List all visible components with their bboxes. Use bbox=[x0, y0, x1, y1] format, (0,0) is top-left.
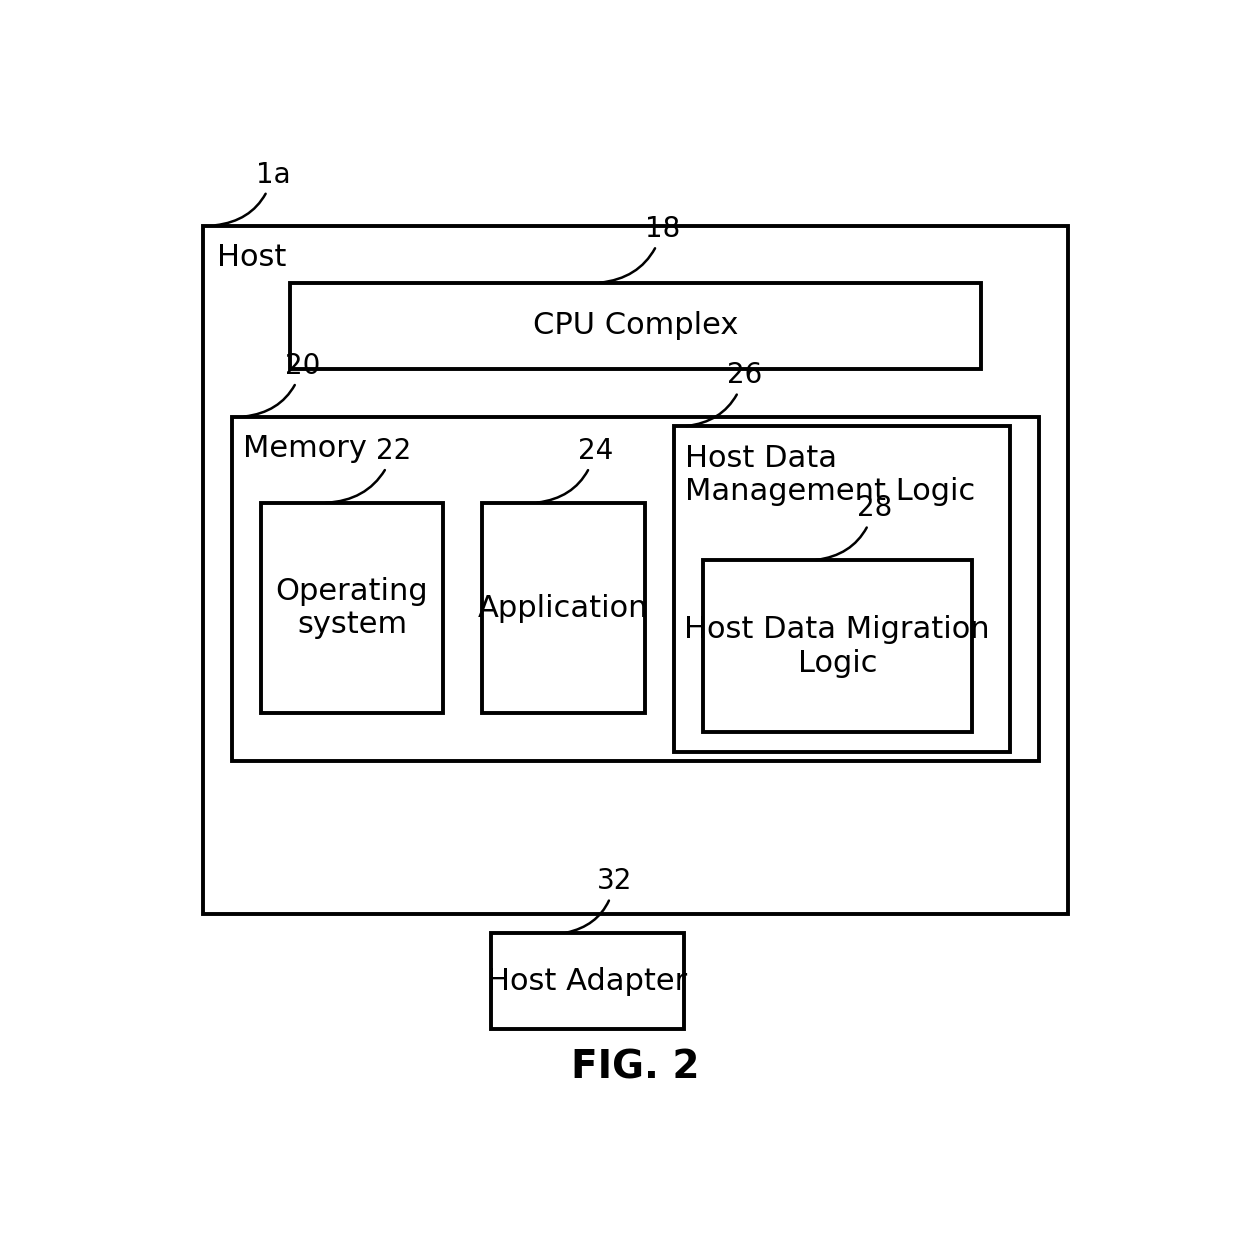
Text: 28: 28 bbox=[816, 494, 892, 560]
Text: 1a: 1a bbox=[216, 160, 290, 225]
Text: FIG. 2: FIG. 2 bbox=[572, 1048, 699, 1087]
FancyBboxPatch shape bbox=[491, 933, 683, 1028]
Text: 18: 18 bbox=[600, 215, 681, 283]
Text: 26: 26 bbox=[686, 361, 763, 426]
Text: 32: 32 bbox=[567, 867, 632, 933]
FancyBboxPatch shape bbox=[203, 226, 1068, 914]
FancyBboxPatch shape bbox=[481, 503, 645, 713]
FancyBboxPatch shape bbox=[703, 560, 972, 733]
Text: 22: 22 bbox=[326, 437, 412, 503]
FancyBboxPatch shape bbox=[675, 426, 1011, 751]
Text: Host: Host bbox=[217, 242, 286, 272]
Text: Application: Application bbox=[479, 594, 649, 622]
Text: 24: 24 bbox=[537, 437, 613, 503]
Text: Host Data Migration
Logic: Host Data Migration Logic bbox=[684, 615, 990, 678]
Text: Memory: Memory bbox=[243, 433, 367, 463]
FancyBboxPatch shape bbox=[260, 503, 444, 713]
Text: Host Adapter: Host Adapter bbox=[487, 966, 687, 996]
Text: 20: 20 bbox=[244, 351, 320, 416]
Text: CPU Complex: CPU Complex bbox=[533, 312, 738, 340]
Text: Operating
system: Operating system bbox=[275, 576, 428, 640]
Text: Host Data
Management Logic: Host Data Management Logic bbox=[686, 443, 976, 507]
FancyBboxPatch shape bbox=[290, 283, 982, 369]
FancyBboxPatch shape bbox=[232, 417, 1039, 761]
